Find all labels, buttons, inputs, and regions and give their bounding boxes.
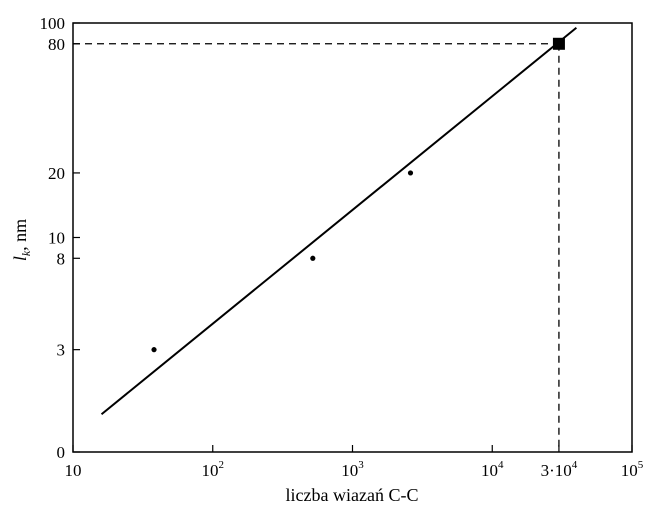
x-tick-label: 3·104 — [541, 459, 578, 480]
x-tick-label: 105 — [621, 459, 644, 480]
y-tick-label: 0 — [57, 443, 66, 462]
plot-frame — [72, 22, 633, 453]
y-tick-label: 100 — [40, 14, 66, 33]
y-axis-title-symbol: l — [10, 256, 30, 261]
x-tick-label: 104 — [481, 459, 504, 480]
y-axis-ticks: 0 3 810 20 80 100 — [40, 14, 80, 462]
x-tick-label: 102 — [202, 459, 225, 480]
svg-text:lk, nm: lk, nm — [10, 219, 33, 261]
highlight-point-marker — [552, 37, 565, 50]
x-tick-label: 103 — [341, 459, 364, 480]
y-axis-title-unit: , nm — [10, 219, 30, 251]
x-axis-ticks: 10 102 103 104 3·104 105 — [65, 445, 644, 480]
data-point — [407, 170, 414, 176]
plot-border — [72, 22, 633, 453]
data-point — [310, 255, 316, 261]
y-axis-title-subscript: k — [19, 250, 33, 256]
data-point — [151, 347, 157, 353]
y-tick-label: 10 — [48, 229, 65, 248]
guide-lines — [73, 43, 560, 452]
data-series — [100, 27, 578, 416]
y-tick-label: 80 — [48, 35, 65, 54]
y-axis-title: lk, nm — [10, 219, 33, 261]
y-tick-label: 3 — [57, 341, 66, 360]
axis-titles: liczba wiazań C-C lk, nm — [10, 219, 418, 505]
y-tick-label: 20 — [48, 164, 65, 183]
x-axis-title: liczba wiazań C-C — [286, 485, 419, 505]
x-tick-label: 10 — [65, 461, 82, 480]
fit-line — [100, 27, 578, 416]
y-tick-label: 8 — [57, 249, 66, 268]
